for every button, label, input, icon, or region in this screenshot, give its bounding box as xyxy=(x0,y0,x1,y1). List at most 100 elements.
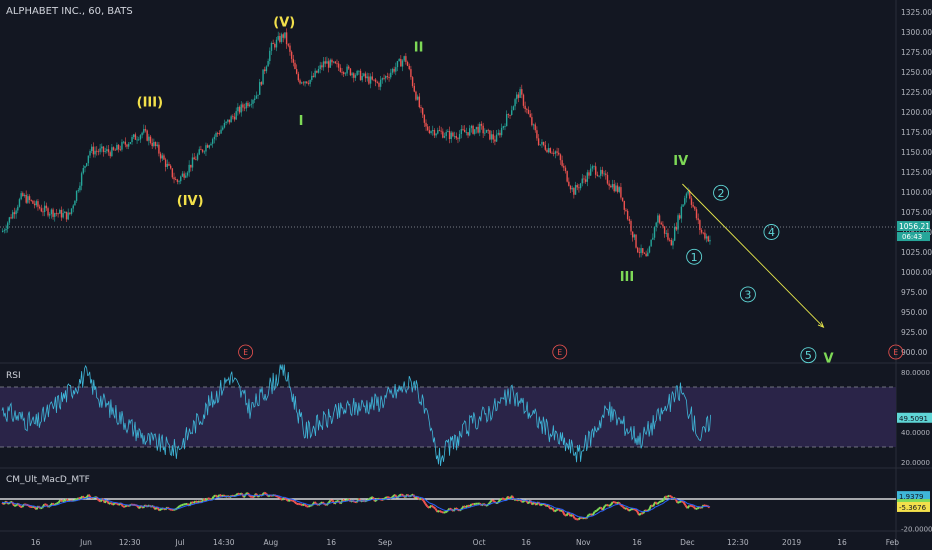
candle-body xyxy=(154,142,157,146)
macd-segment xyxy=(692,505,697,510)
macd-segment xyxy=(430,504,435,508)
candle-body xyxy=(302,82,305,84)
macd-segment xyxy=(63,498,68,502)
candle-body xyxy=(516,94,518,100)
candle-body xyxy=(346,66,348,74)
candle-body xyxy=(12,212,14,219)
macd-signal-segment xyxy=(564,510,567,513)
candle-body xyxy=(653,226,656,238)
macd-signal-segment xyxy=(640,510,644,513)
candle-body xyxy=(383,78,385,80)
candle-body xyxy=(467,132,469,136)
candle-body xyxy=(253,98,256,101)
macd-signal-segment xyxy=(96,497,99,499)
rsi-pane-title: RSI xyxy=(6,371,21,381)
candle-body xyxy=(511,110,513,115)
candle-body xyxy=(563,165,565,168)
x-tick-label: 16 xyxy=(632,538,642,547)
macd-signal-segment xyxy=(197,502,200,504)
candle-body xyxy=(275,39,278,48)
macd-signal-segment xyxy=(558,507,561,510)
candle-body xyxy=(161,155,163,159)
macd-segment xyxy=(418,497,422,501)
macd-segment xyxy=(263,491,267,495)
candle-body xyxy=(213,136,216,140)
x-tick-label: 16 xyxy=(327,538,337,547)
macd-segment xyxy=(416,496,421,501)
candle-body xyxy=(672,240,674,246)
macd-segment xyxy=(521,500,525,504)
candle-body xyxy=(421,108,424,115)
candle-body xyxy=(479,123,481,133)
macd-signal-segment xyxy=(300,501,303,504)
macd-signal-segment xyxy=(384,498,388,500)
candle-body xyxy=(386,76,389,78)
candle-body xyxy=(200,149,202,151)
candle-body xyxy=(111,147,113,157)
candle-body xyxy=(391,68,394,73)
candle-body xyxy=(600,169,602,176)
candle-body xyxy=(203,151,205,153)
candle-body xyxy=(112,147,115,150)
candle-body xyxy=(514,99,516,107)
macd-signal-segment xyxy=(120,502,124,505)
candle-body xyxy=(210,143,212,146)
macd-segment xyxy=(598,506,602,510)
candle-body xyxy=(77,190,79,192)
macd-segment xyxy=(590,513,594,517)
macd-signal-segment xyxy=(304,502,307,505)
rsi-value-tag-bg xyxy=(897,412,932,423)
macd-signal-segment xyxy=(368,499,372,501)
macd-segment xyxy=(434,508,439,513)
macd-signal-segment xyxy=(328,502,331,505)
macd-segment xyxy=(204,497,209,502)
candle-body xyxy=(411,77,414,86)
candle-body xyxy=(595,166,597,175)
macd-signal-segment xyxy=(330,501,333,504)
macd-signal-segment xyxy=(499,500,503,503)
candle-body xyxy=(91,146,93,152)
candle-body xyxy=(13,212,16,215)
candle-body xyxy=(84,165,86,168)
candle-body xyxy=(554,151,557,154)
macd-segment xyxy=(426,505,430,509)
price-tick-label: 1075.00 xyxy=(901,208,932,217)
macd-segment xyxy=(606,503,610,507)
candle-body xyxy=(237,106,239,112)
macd-segment xyxy=(176,505,181,509)
candle-body xyxy=(583,178,585,180)
macd-signal-segment xyxy=(122,503,126,506)
rsi-tick-label: 40.0000 xyxy=(901,429,930,437)
macd-segment xyxy=(74,498,77,502)
macd-signal-segment xyxy=(435,505,438,508)
macd-signal-segment xyxy=(667,498,670,501)
earnings-marker xyxy=(888,344,904,360)
candle-body xyxy=(381,78,384,80)
candle-body xyxy=(400,58,402,67)
candle-body xyxy=(339,67,342,72)
macd-signal-segment xyxy=(604,508,608,511)
macd-segment xyxy=(307,504,311,508)
x-tick-label: Aug xyxy=(263,538,278,547)
candle-body xyxy=(405,56,407,62)
macd-signal-segment xyxy=(106,499,110,502)
candle-body xyxy=(442,131,444,138)
candle-body xyxy=(447,131,449,132)
macd-segment xyxy=(59,499,63,503)
macd-signal-segment xyxy=(80,498,83,501)
candle-body xyxy=(390,72,392,78)
macd-signal-segment xyxy=(280,495,283,498)
candle-body xyxy=(196,154,199,160)
macd-segment xyxy=(438,509,442,513)
macd-segment xyxy=(543,503,548,507)
wave-circle xyxy=(763,224,780,240)
candle-body xyxy=(462,129,464,130)
candle-body xyxy=(398,58,400,62)
candle-body xyxy=(3,230,6,232)
macd-segment xyxy=(557,508,562,512)
macd-signal-segment xyxy=(140,505,144,507)
candle-body xyxy=(616,185,619,192)
macd-signal-segment xyxy=(509,498,513,500)
macd-signal-segment xyxy=(544,503,547,505)
